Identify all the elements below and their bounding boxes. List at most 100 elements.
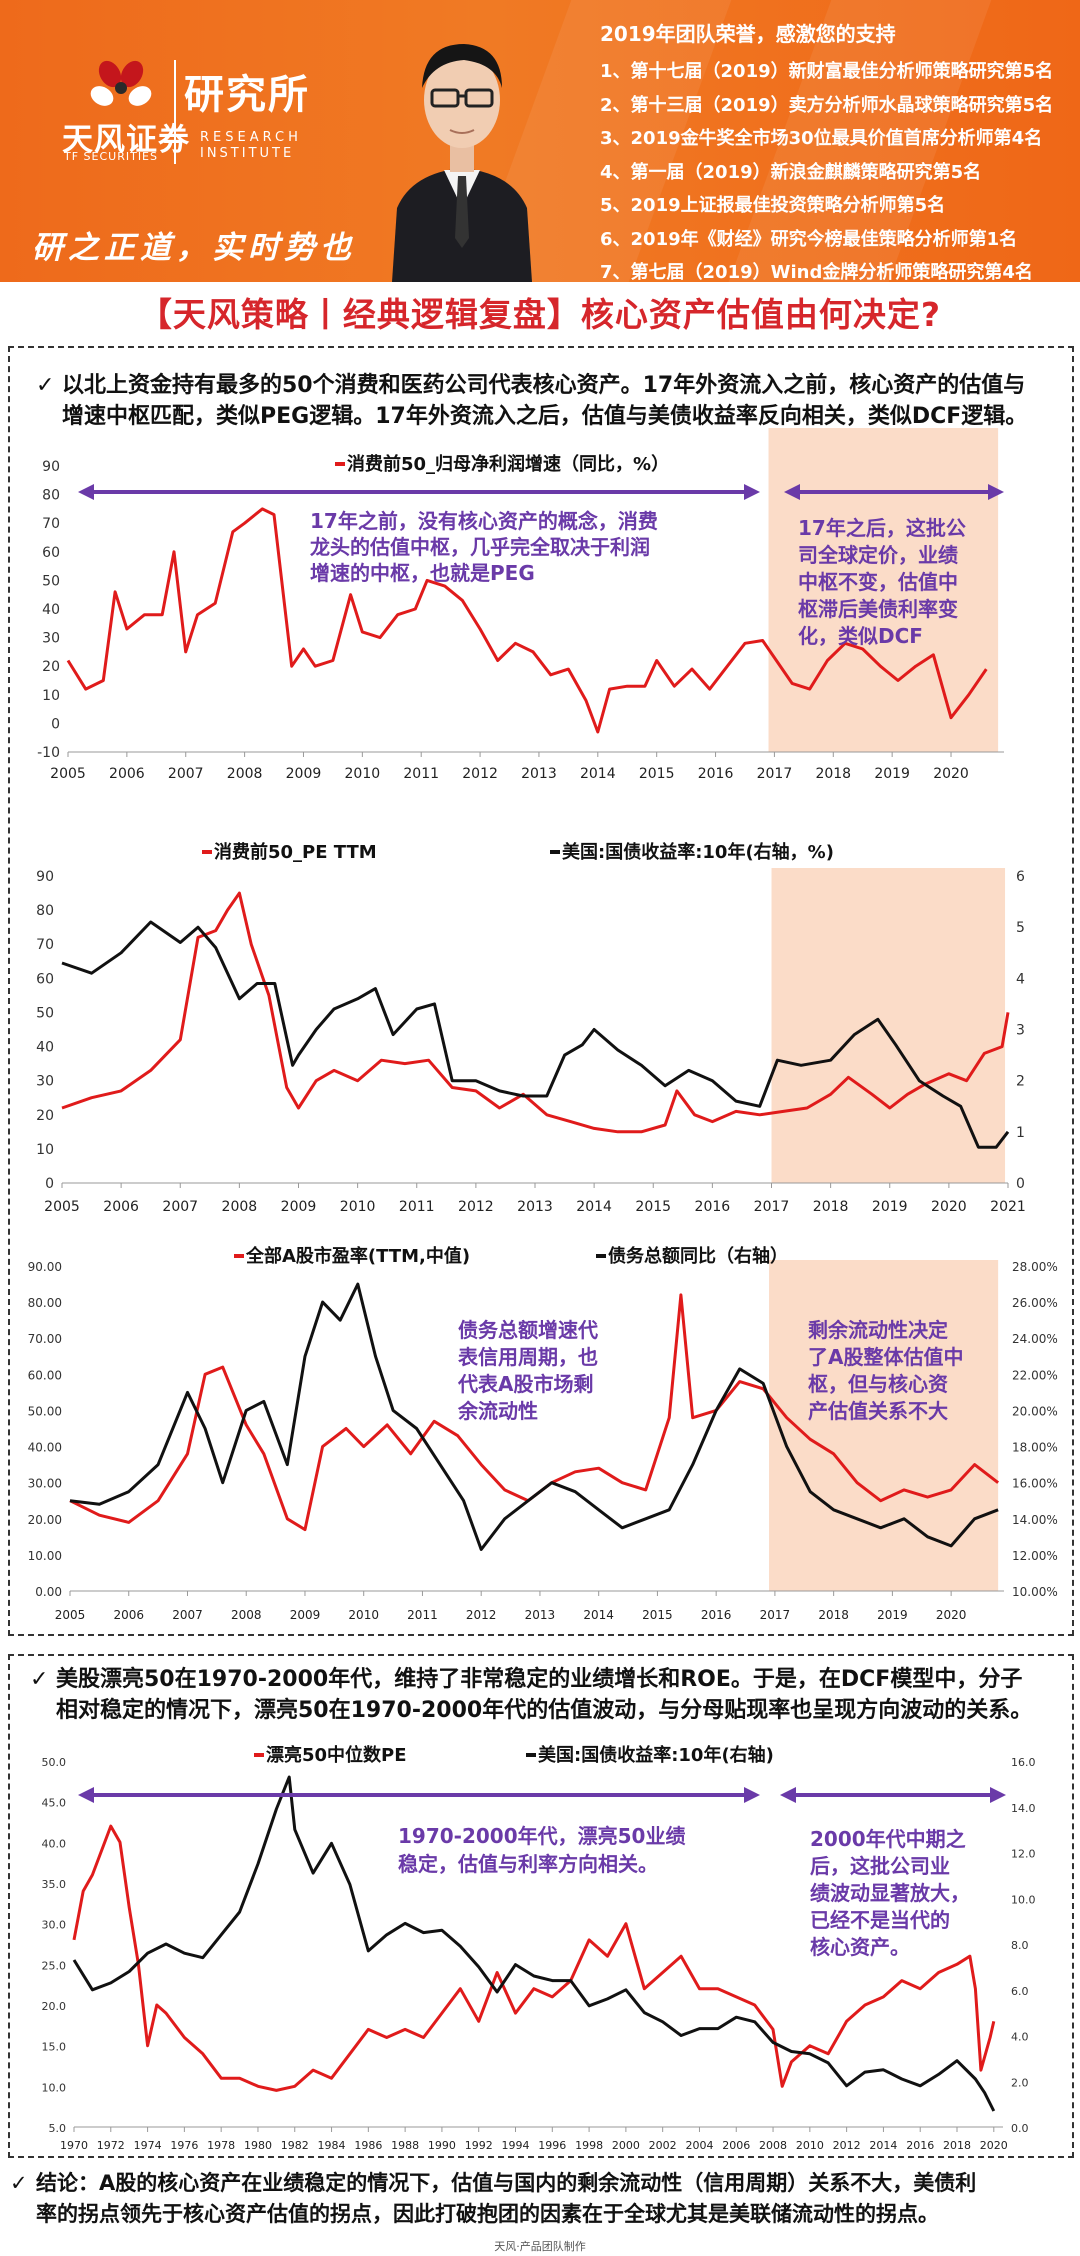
c4-y-tick: 40.0 bbox=[42, 1837, 67, 1850]
bullet-line: 相对稳定的情况下，漂亮50在1970-2000年代的估值波动，与分母贴现率也呈现… bbox=[56, 1698, 1033, 1723]
c2-series-black-line bbox=[61, 920, 1010, 1149]
c4-y2-tick: 12.0 bbox=[1011, 1848, 1036, 1861]
c1-period-arrow-head-left bbox=[784, 484, 800, 500]
c1-annotation: 中枢不变，估值中 bbox=[798, 570, 958, 594]
c1-x-tick: 2018 bbox=[815, 766, 851, 782]
c3-annotation: 产估值关系不大 bbox=[808, 1399, 948, 1423]
c4-annotation: 2000年代中期之 bbox=[810, 1827, 966, 1851]
c4-y-tick: 30.0 bbox=[42, 1919, 67, 1932]
c3-y-tick: 90.00 bbox=[28, 1260, 62, 1274]
c1-x-tick: 2014 bbox=[580, 766, 616, 782]
c4-x-tick: 2004 bbox=[685, 2139, 713, 2152]
c4-annotation: 1970-2000年代，漂亮50业绩 bbox=[398, 1824, 685, 1848]
c4-x-tick: 1990 bbox=[428, 2139, 456, 2152]
c4-annotation: 已经不是当代的 bbox=[810, 1908, 950, 1932]
c4-period-arrow-head-right bbox=[990, 1787, 1006, 1803]
c2-x-tick: 2015 bbox=[635, 1199, 671, 1215]
c3-y-tick: 10.00 bbox=[28, 1549, 62, 1563]
c3-x-tick: 2016 bbox=[701, 1608, 732, 1622]
c4-series-red-line bbox=[72, 1824, 996, 2092]
check-icon: ✓ bbox=[10, 2171, 28, 2195]
c1-x-tick: 2010 bbox=[345, 766, 381, 782]
c4-x-tick: 1970 bbox=[60, 2139, 88, 2152]
c1-y-tick: 50 bbox=[42, 573, 60, 589]
c1-period-arrow-head-right bbox=[988, 484, 1004, 500]
c4-y-tick: 15.0 bbox=[42, 2041, 67, 2054]
c3-annotation: 代表A股市场剩 bbox=[457, 1372, 593, 1396]
c3-x-tick: 2019 bbox=[877, 1608, 908, 1622]
c2-y-tick: 40 bbox=[36, 1040, 54, 1056]
c3-shade-region bbox=[769, 1260, 999, 1591]
c4-y-tick: 35.0 bbox=[42, 1878, 67, 1891]
c3-y-tick: 0.00 bbox=[35, 1585, 62, 1599]
c3-x-tick: 2011 bbox=[407, 1608, 438, 1622]
c1-legend-label: 消费前50_归母净利润增速（同比，%） bbox=[347, 453, 669, 475]
c4-x-tick: 1996 bbox=[538, 2139, 566, 2152]
c4-x-tick: 2014 bbox=[869, 2139, 897, 2152]
brand-name: 天风证券 bbox=[62, 122, 190, 158]
honor-item: 3、2019金牛奖全市场30位最具价值首席分析师第4名 bbox=[600, 128, 1043, 149]
c3-series-black-line bbox=[69, 1282, 999, 1551]
c1-period-arrow bbox=[784, 484, 1004, 500]
institute-en-1: RESEARCH bbox=[200, 130, 302, 145]
honor-item: 6、2019年《财经》研究今榜最佳策略分析师第1名 bbox=[600, 228, 1018, 250]
c3-y2-tick: 12.00% bbox=[1012, 1549, 1058, 1563]
c2-y2-tick: 6 bbox=[1016, 869, 1025, 885]
c3-y2-tick: 26.00% bbox=[1012, 1296, 1058, 1310]
c2-x-tick: 2006 bbox=[103, 1199, 139, 1215]
c4-x-tick: 1988 bbox=[391, 2139, 419, 2152]
c3-legend-label: 债务总额同比（右轴） bbox=[608, 1245, 788, 1267]
c1-y-tick: 60 bbox=[42, 545, 60, 561]
c2-y-tick: 80 bbox=[36, 903, 54, 919]
c4-y2-tick: 6.0 bbox=[1011, 1985, 1029, 1998]
c1-annotation: 司全球定价，业绩 bbox=[798, 543, 958, 567]
c4-x-tick: 1994 bbox=[502, 2139, 530, 2152]
c4-x-tick: 1980 bbox=[244, 2139, 272, 2152]
c1-x-tick: 2006 bbox=[109, 766, 145, 782]
c1-period-arrow-head-left bbox=[78, 484, 94, 500]
c4-x-tick: 2020 bbox=[980, 2139, 1008, 2152]
conclusion-line: 结论：A股的核心资产在业绩稳定的情况下，估值与国内的剩余流动性（信用周期）关系不… bbox=[36, 2171, 977, 2195]
c4-x-tick: 2018 bbox=[943, 2139, 971, 2152]
check-icon: ✓ bbox=[30, 1667, 49, 1692]
c2-y-tick: 20 bbox=[36, 1108, 54, 1124]
c3-x-tick: 2009 bbox=[290, 1608, 321, 1622]
c1-y-tick: -10 bbox=[37, 745, 60, 761]
c4-x-tick: 1986 bbox=[354, 2139, 382, 2152]
c4-x-tick: 1974 bbox=[134, 2139, 162, 2152]
page-title: 【天风策略丨经典逻辑复盘】核心资产估值由何决定? bbox=[138, 295, 942, 334]
header-banner: 天风证券 TF SECURITIES 研究所 RESEARCH INSTITUT… bbox=[0, 0, 1080, 282]
c2-x-tick: 2011 bbox=[399, 1199, 435, 1215]
c3-x-tick: 2008 bbox=[231, 1608, 262, 1622]
c4-y-tick: 25.0 bbox=[42, 1959, 67, 1972]
c4-legend-label: 漂亮50中位数PE bbox=[266, 1744, 407, 1766]
c1-annotation: 龙头的估值中枢，几乎完全取决于利润 bbox=[310, 535, 650, 559]
c2-shade-region bbox=[771, 868, 1006, 1183]
c4-y2-tick: 2.0 bbox=[1011, 2076, 1029, 2089]
c2-y-tick: 70 bbox=[36, 937, 54, 953]
c4-x-tick: 2002 bbox=[649, 2139, 677, 2152]
c2-y-tick: 0 bbox=[45, 1176, 54, 1192]
check-icon: ✓ bbox=[36, 373, 55, 398]
conclusion-text: ✓ 结论：A股的核心资产在业绩稳定的情况下，估值与国内的剩余流动性（信用周期）关… bbox=[10, 2168, 977, 2230]
c3-x-tick: 2005 bbox=[55, 1608, 86, 1622]
analyst-portrait bbox=[392, 44, 532, 282]
c2-y-tick: 10 bbox=[36, 1142, 54, 1158]
c3-x-tick: 2006 bbox=[113, 1608, 144, 1622]
c1-x-tick: 2016 bbox=[698, 766, 734, 782]
honor-item: 1、第十七届（2019）新财富最佳分析师策略研究第5名 bbox=[600, 61, 1054, 82]
c1-y-tick: 80 bbox=[42, 488, 60, 504]
c2-y2-tick: 3 bbox=[1016, 1023, 1025, 1039]
c2-y-tick: 30 bbox=[36, 1074, 54, 1090]
c1-annotation: 化，类似DCF bbox=[798, 624, 923, 648]
c3-y-tick: 30.00 bbox=[28, 1477, 62, 1491]
bullet-line: 增速中枢匹配，类似PEG逻辑。17年外资流入之后，估值与美债收益率反向相关，类似… bbox=[62, 404, 1028, 429]
c1-period-arrow bbox=[78, 484, 760, 500]
c4-x-tick: 2006 bbox=[722, 2139, 750, 2152]
c3-x-tick: 2020 bbox=[936, 1608, 967, 1622]
c1-series-red-line bbox=[66, 507, 988, 734]
c3-y2-tick: 16.00% bbox=[1012, 1477, 1058, 1491]
c1-x-tick: 2008 bbox=[227, 766, 263, 782]
c1-x-tick: 2013 bbox=[521, 766, 557, 782]
